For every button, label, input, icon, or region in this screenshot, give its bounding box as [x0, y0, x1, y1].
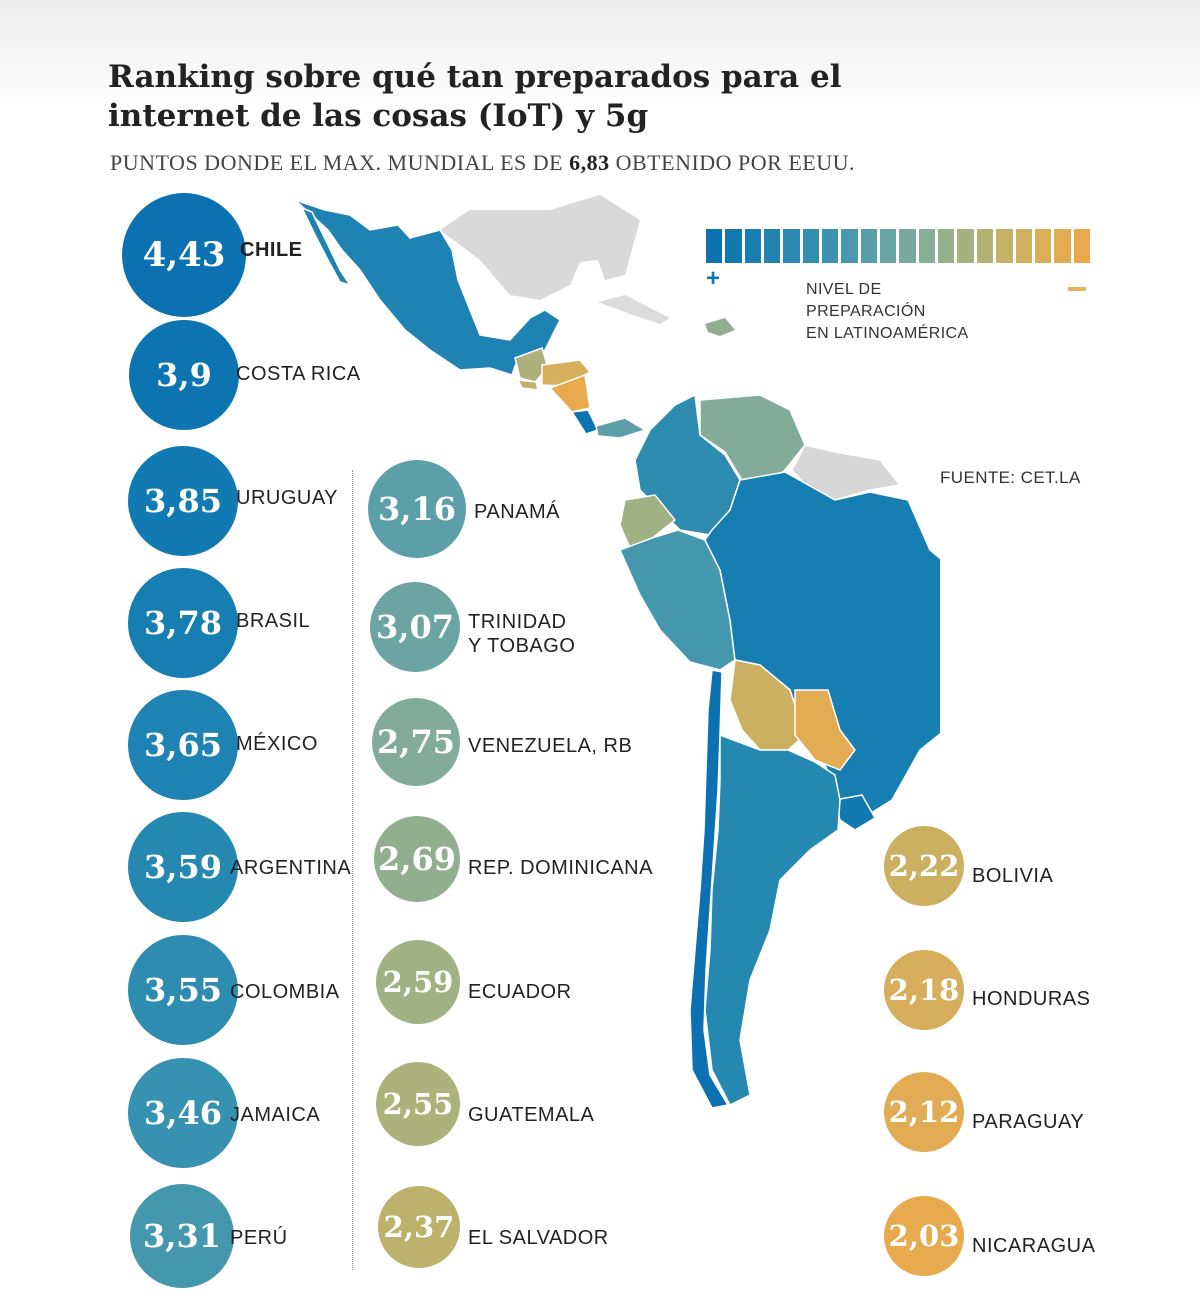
legend-swatch: [976, 229, 994, 263]
legend: + NIVEL DE PREPARACIÓN EN LATINOAMÉRICA: [706, 229, 1090, 342]
ranking-country-label: VENEZUELA, RB: [468, 735, 633, 757]
ranking-country-label: BOLIVIA: [972, 865, 1054, 887]
ranking-country-label: ECUADOR: [468, 981, 572, 1003]
subtitle-max-value: 6,83: [569, 150, 610, 175]
legend-swatch: [725, 229, 742, 263]
ranking-value-bubble: 3,46: [128, 1058, 238, 1168]
ranking-value-bubble: 3,55: [128, 935, 238, 1045]
ranking-country-label: PERÚ: [230, 1227, 288, 1249]
legend-plus-icon: +: [706, 265, 721, 292]
legend-swatch: [899, 229, 916, 263]
legend-swatch: [938, 229, 955, 263]
nicaragua-shape: [548, 373, 591, 413]
ranking-country-label: EL SALVADOR: [468, 1227, 609, 1249]
panama-shape: [595, 417, 647, 439]
legend-label-line1: NIVEL DE PREPARACIÓN: [806, 281, 926, 320]
ranking-value-bubble: 3,78: [128, 568, 238, 678]
argentina-shape: [704, 733, 841, 1107]
ranking-country-label: PANAMÁ: [474, 501, 560, 523]
ranking-country-label: TRINIDAD Y TOBAGO: [468, 611, 576, 657]
legend-swatch: [841, 229, 858, 263]
legend-swatch: [957, 229, 974, 263]
ranking-country-label: GUATEMALA: [468, 1104, 595, 1126]
legend-swatch: [1054, 229, 1071, 263]
ranking-country-label: COSTA RICA: [236, 363, 361, 385]
ranking-country-label: CHILE: [240, 239, 303, 261]
costa-rica-shape: [570, 409, 600, 435]
mexico-shape: [294, 199, 561, 376]
subtitle-suffix: OBTENIDO POR EEUU.: [609, 150, 856, 175]
baja-california-shape: [300, 206, 352, 287]
ranking-value-bubble: 2,55: [376, 1062, 460, 1146]
legend-swatch: [822, 229, 839, 263]
legend-swatch: [996, 229, 1013, 263]
legend-label-line2: EN LATINOAMÉRICA: [806, 325, 969, 342]
ranking-country-label: PARAGUAY: [972, 1111, 1085, 1133]
legend-minus-icon: [1068, 287, 1086, 291]
ranking-country-label: JAMAICA: [230, 1104, 321, 1126]
chile-shape: [689, 669, 730, 1109]
ranking-country-label: ARGENTINA: [230, 857, 352, 879]
legend-swatch: [880, 229, 897, 263]
legend-swatch: [744, 229, 762, 263]
ranking-country-label: NICARAGUA: [972, 1235, 1096, 1257]
source-note: FUENTE: CET.LA: [940, 468, 1081, 487]
legend-label: NIVEL DE PREPARACIÓN EN LATINOAMÉRICA: [806, 279, 1006, 345]
ranking-country-label: REP. DOMINICANA: [468, 857, 653, 879]
ranking-value-bubble: 2,37: [378, 1186, 460, 1268]
ranking-country-label: COLOMBIA: [230, 981, 340, 1003]
dominican-republic-shape: [705, 318, 735, 336]
ranking-value-bubble: 2,03: [884, 1196, 964, 1276]
subtitle: PUNTOS DONDE EL MAX. MUNDIAL ES DE 6,83 …: [110, 150, 930, 176]
legend-swatch: [764, 229, 781, 263]
guianas-shape: [791, 444, 902, 501]
ranking-value-bubble: 3,07: [370, 582, 460, 672]
legend-swatch: [1073, 229, 1090, 263]
ranking-value-bubble: 2,69: [374, 816, 460, 902]
ranking-value-bubble: 2,18: [884, 950, 964, 1030]
page-title: Ranking sobre qué tan preparados para el…: [108, 59, 842, 134]
subtitle-prefix: PUNTOS DONDE EL MAX. MUNDIAL ES DE: [110, 150, 570, 175]
ranking-value-bubble: 3,16: [368, 460, 466, 558]
legend-swatch: [802, 229, 820, 263]
ranking-value-bubble: 3,9: [129, 320, 239, 430]
ranking-country-label: URUGUAY: [236, 487, 339, 509]
north-america-shape: [440, 195, 640, 300]
legend-swatch: [706, 229, 723, 263]
legend-swatch: [860, 229, 878, 263]
legend-swatch: [1034, 229, 1052, 263]
ranking-value-bubble: 2,12: [884, 1072, 964, 1152]
ranking-value-bubble: 3,85: [128, 446, 238, 556]
legend-swatch: [1015, 229, 1032, 263]
ranking-value-bubble: 3,65: [128, 690, 238, 800]
ranking-value-bubble: 4,43: [122, 193, 246, 317]
ranking-value-bubble: 2,59: [376, 940, 460, 1024]
ranking-country-label: HONDURAS: [972, 988, 1091, 1010]
column-divider: [352, 470, 353, 1270]
legend-color-scale: [706, 229, 1090, 263]
legend-swatch: [918, 229, 936, 263]
ranking-value-bubble: 2,75: [372, 698, 460, 786]
paraguay-shape: [794, 689, 856, 771]
ranking-value-bubble: 3,31: [130, 1184, 234, 1288]
el-salvador-shape: [516, 379, 539, 391]
caribbean-islands-shape: [598, 295, 670, 324]
ranking-value-bubble: 3,59: [128, 812, 238, 922]
ranking-country-label: BRASIL: [236, 610, 311, 632]
legend-swatch: [783, 229, 800, 263]
ranking-value-bubble: 2,22: [884, 826, 964, 906]
latin-america-map: [294, 195, 940, 1109]
ranking-country-label: MÉXICO: [236, 733, 318, 755]
